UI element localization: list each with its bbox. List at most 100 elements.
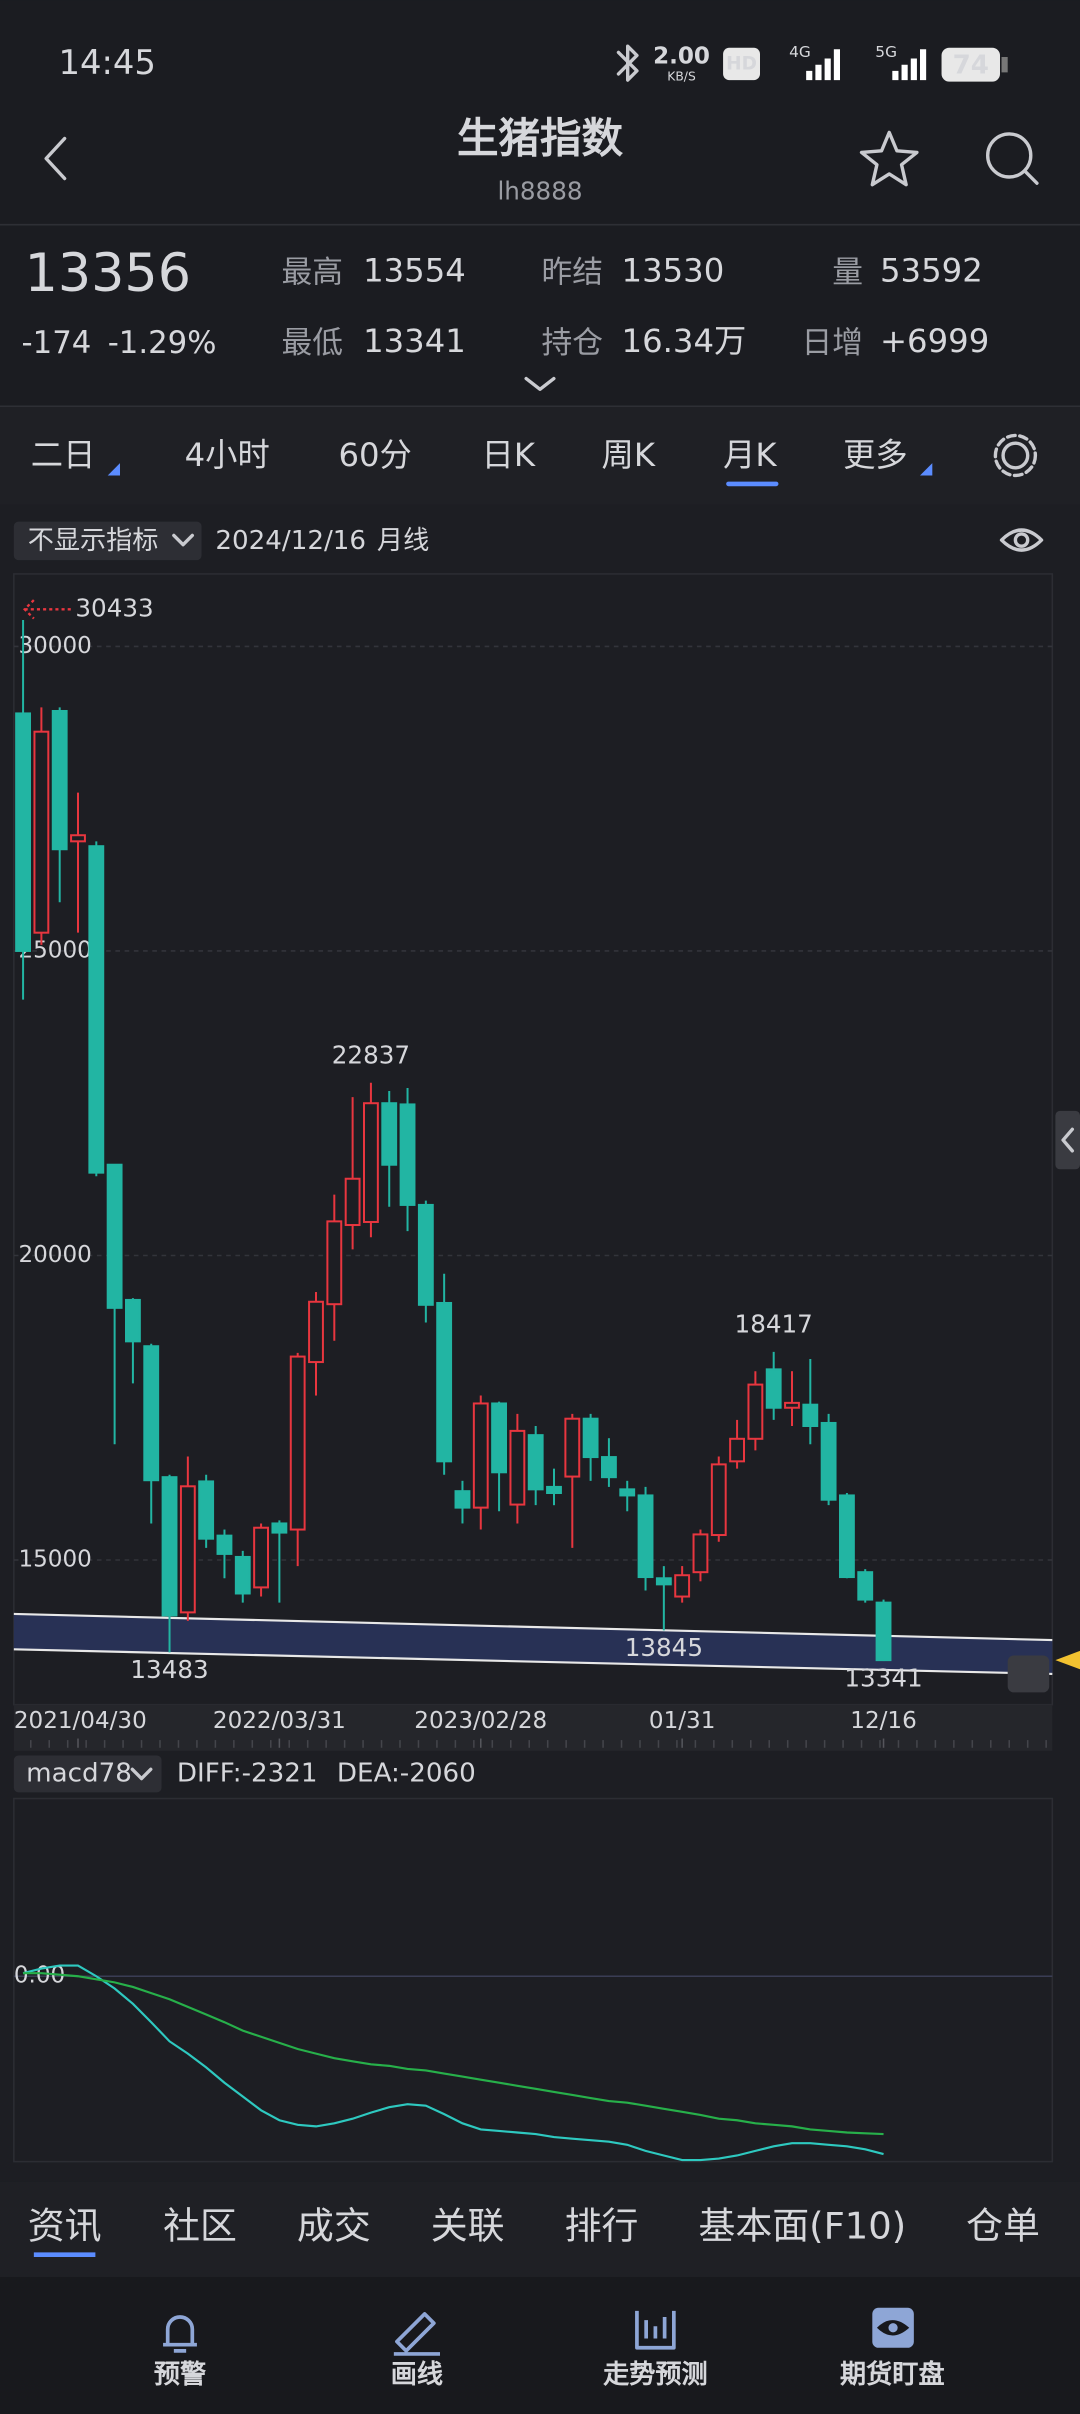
candle-body bbox=[417, 1203, 434, 1306]
candle-body bbox=[765, 1368, 782, 1409]
candle-body bbox=[363, 1102, 379, 1223]
candle-body bbox=[308, 1300, 324, 1364]
change-pct: -1.29% bbox=[108, 325, 217, 361]
label: 最低 bbox=[282, 325, 344, 361]
nav-item[interactable]: 期货盯盘 bbox=[840, 2359, 945, 2390]
candle-body bbox=[125, 1298, 141, 1343]
nav-item[interactable]: 走势预测 bbox=[603, 2360, 708, 2390]
candle-body bbox=[546, 1485, 562, 1495]
net-speed-unit: KB/S bbox=[667, 70, 696, 84]
watch-pupil bbox=[888, 2323, 898, 2333]
candle-body bbox=[839, 1494, 855, 1579]
candle-body bbox=[436, 1301, 453, 1463]
nav-item[interactable]: 画线 bbox=[391, 2360, 443, 2390]
expand-button[interactable] bbox=[524, 376, 556, 391]
x-tick-label: 2022/03/31 bbox=[213, 1708, 346, 1734]
last-price: 13356 bbox=[25, 243, 191, 304]
macd-line bbox=[22, 1964, 884, 2162]
search-handle bbox=[1022, 169, 1039, 185]
active-underline bbox=[726, 481, 779, 487]
candle-body bbox=[51, 709, 68, 851]
clock: 14:45 bbox=[58, 43, 155, 82]
label: 日增 bbox=[802, 325, 864, 361]
candle-body bbox=[271, 1522, 288, 1534]
dropdown-icon bbox=[130, 1767, 153, 1781]
bottom-tab[interactable]: 仓单 bbox=[966, 2204, 1040, 2247]
bottom-tab[interactable]: 社区 bbox=[163, 2204, 237, 2247]
battery bbox=[941, 47, 1000, 82]
nav-item[interactable]: 预警 bbox=[154, 2359, 206, 2390]
price-pointer bbox=[1055, 1650, 1080, 1670]
daily-change: +6999 bbox=[880, 322, 989, 360]
candle-body bbox=[253, 1526, 269, 1589]
chart-date: 2024/12/16 bbox=[215, 526, 366, 556]
macd-frame bbox=[13, 1797, 1054, 2163]
candle-body bbox=[729, 1437, 746, 1463]
candle-body bbox=[143, 1345, 160, 1482]
macd-line bbox=[23, 1972, 884, 2136]
diff-value: DIFF:-2321 bbox=[177, 1758, 318, 1788]
candle-body bbox=[381, 1102, 398, 1166]
candle-body bbox=[472, 1402, 489, 1509]
side-panel-tab[interactable] bbox=[1055, 1110, 1080, 1170]
period-tab[interactable]: 60分 bbox=[338, 436, 411, 474]
bottom-tab[interactable]: 基本面(F10) bbox=[698, 2204, 906, 2247]
period-bar bbox=[0, 406, 1080, 505]
period-tab[interactable]: 日K bbox=[482, 436, 536, 474]
candle-body bbox=[692, 1533, 709, 1574]
annotation: 18417 bbox=[735, 1310, 813, 1339]
candle-body bbox=[875, 1601, 892, 1662]
annotation: 22837 bbox=[332, 1041, 410, 1070]
x-tick-label: 12/16 bbox=[850, 1708, 916, 1734]
period-tab[interactable]: 更多 bbox=[843, 436, 908, 474]
net-type: 5G bbox=[875, 43, 897, 61]
period-tab[interactable]: 二日 bbox=[31, 436, 96, 474]
candle-body bbox=[326, 1220, 343, 1306]
candle-body bbox=[655, 1577, 672, 1586]
period-tab[interactable]: 月K bbox=[723, 436, 777, 474]
annotation: 30433 bbox=[75, 593, 153, 622]
contract-code: lh8888 bbox=[497, 176, 582, 205]
favorite-button[interactable] bbox=[859, 130, 919, 187]
x-tick-label: 01/31 bbox=[649, 1708, 715, 1734]
candle-body bbox=[198, 1480, 215, 1540]
candle-body bbox=[820, 1421, 837, 1501]
bottom-tab[interactable]: 资讯 bbox=[28, 2204, 102, 2247]
macd-select[interactable] bbox=[13, 1755, 162, 1793]
candle-body bbox=[454, 1490, 471, 1509]
x-tick-label: 2023/02/28 bbox=[414, 1708, 547, 1734]
side-tab-arrow bbox=[1061, 1127, 1074, 1153]
open-interest: 16.34万 bbox=[622, 322, 747, 360]
dea-value: DEA:-2060 bbox=[337, 1758, 476, 1788]
search-button[interactable] bbox=[986, 132, 1033, 179]
candle-body bbox=[784, 1401, 800, 1409]
candle-body bbox=[600, 1456, 617, 1479]
high: 13554 bbox=[363, 251, 466, 289]
trend-icon bbox=[635, 2310, 676, 2350]
alert-icon bbox=[163, 2315, 197, 2353]
bottom-tab[interactable]: 关联 bbox=[431, 2204, 505, 2247]
candle-body bbox=[674, 1574, 691, 1598]
net-type: 4G bbox=[789, 43, 811, 61]
bottom-tab-bar bbox=[0, 2181, 1080, 2277]
settings-button[interactable] bbox=[1001, 441, 1030, 470]
fullscreen-button[interactable] bbox=[1007, 1655, 1050, 1693]
candle-body bbox=[857, 1571, 874, 1601]
draw-icon bbox=[393, 2312, 440, 2356]
bottom-tab[interactable]: 排行 bbox=[565, 2204, 639, 2247]
net-speed: 2.00 bbox=[653, 43, 710, 69]
visibility-button[interactable] bbox=[999, 528, 1044, 552]
candle-body bbox=[344, 1177, 361, 1227]
active-underline bbox=[33, 2252, 96, 2257]
back-button[interactable] bbox=[44, 136, 67, 181]
period-tab[interactable]: 周K bbox=[602, 436, 656, 474]
bottom-tab[interactable]: 成交 bbox=[297, 2204, 371, 2247]
period-tab[interactable]: 4小时 bbox=[185, 436, 270, 474]
candle-body bbox=[289, 1355, 306, 1531]
volume: 53592 bbox=[880, 251, 983, 289]
label: 最高 bbox=[282, 254, 344, 290]
y-tick-label: 15000 bbox=[18, 1546, 91, 1572]
indicator-select[interactable] bbox=[13, 521, 202, 561]
